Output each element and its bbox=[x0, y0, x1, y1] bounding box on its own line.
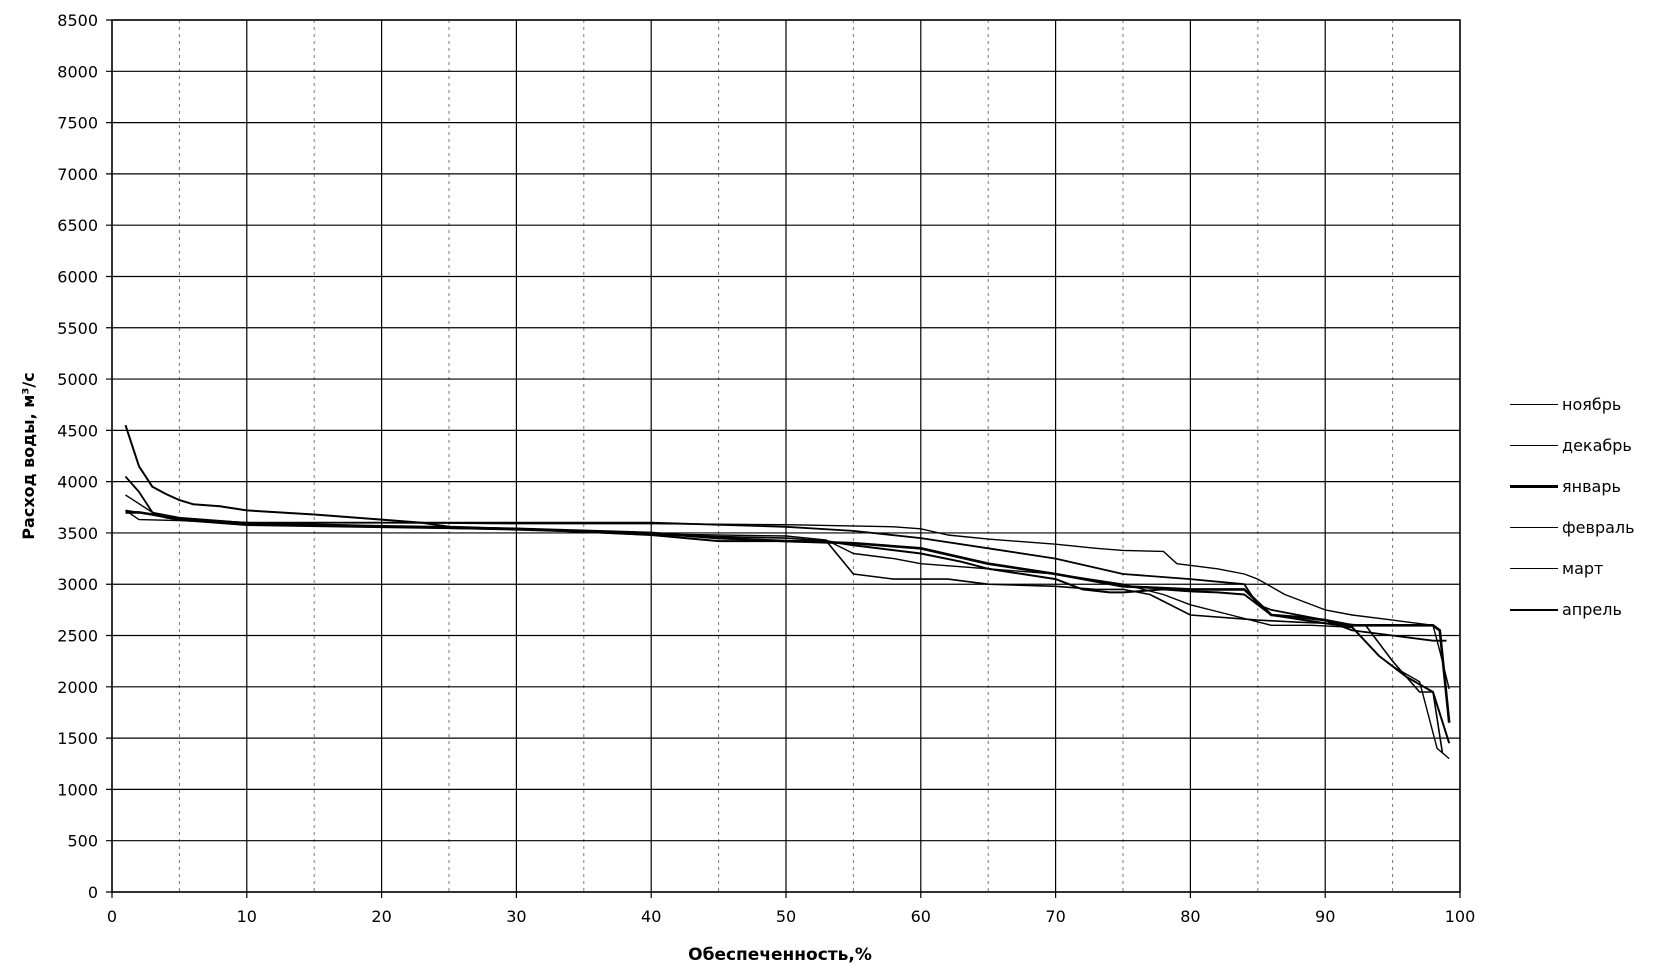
legend-swatch bbox=[1510, 608, 1558, 611]
x-tick-label: 70 bbox=[1045, 907, 1065, 926]
y-tick-label: 6000 bbox=[57, 267, 98, 286]
y-tick-label: 5500 bbox=[57, 319, 98, 338]
y-tick-label: 2000 bbox=[57, 678, 98, 697]
x-axis-title: Обеспеченность,% bbox=[688, 945, 872, 965]
y-tick-label: 7500 bbox=[57, 114, 98, 133]
x-tick-label: 80 bbox=[1180, 907, 1200, 926]
y-tick-label: 1000 bbox=[57, 780, 98, 799]
legend-item: декабрь bbox=[1510, 425, 1650, 466]
y-tick-label: 8000 bbox=[57, 62, 98, 81]
y-tick-label: 3000 bbox=[57, 575, 98, 594]
series-line-6 bbox=[124, 424, 1451, 744]
x-tick-label: 60 bbox=[911, 907, 931, 926]
y-tick-label: 500 bbox=[67, 832, 98, 851]
y-tick-label: 2500 bbox=[57, 627, 98, 646]
y-tick-label: 6500 bbox=[57, 216, 98, 235]
legend-label: ноябрь bbox=[1562, 395, 1622, 414]
legend-swatch bbox=[1510, 567, 1558, 570]
legend-label: декабрь bbox=[1562, 436, 1632, 455]
y-tick-label: 4000 bbox=[57, 473, 98, 492]
legend-item: ноябрь bbox=[1510, 384, 1650, 425]
x-tick-label: 40 bbox=[641, 907, 661, 926]
legend-swatch bbox=[1510, 526, 1558, 529]
legend-label: март bbox=[1562, 559, 1604, 578]
y-tick-label: 8500 bbox=[57, 11, 98, 30]
x-tick-label: 10 bbox=[237, 907, 257, 926]
legend-item: апрель bbox=[1510, 589, 1650, 630]
legend-swatch bbox=[1510, 485, 1558, 488]
y-tick-label: 5000 bbox=[57, 370, 98, 389]
y-tick-label: 0 bbox=[88, 883, 98, 902]
x-tick-label: 20 bbox=[371, 907, 391, 926]
legend-item: январь bbox=[1510, 466, 1650, 507]
legend-swatch bbox=[1510, 444, 1558, 447]
legend-label: февраль bbox=[1562, 518, 1635, 537]
x-tick-label: 0 bbox=[107, 907, 117, 926]
y-tick-label: 7000 bbox=[57, 165, 98, 184]
x-tick-label: 90 bbox=[1315, 907, 1335, 926]
x-tick-label: 30 bbox=[506, 907, 526, 926]
y-tick-label: 1500 bbox=[57, 729, 98, 748]
series-line-4 bbox=[125, 509, 1444, 754]
legend-item: февраль bbox=[1510, 507, 1650, 548]
legend-swatch bbox=[1510, 403, 1558, 406]
legend: ноябрь декабрь январь февраль март апрель bbox=[1510, 384, 1650, 630]
legend-label: январь bbox=[1562, 477, 1621, 496]
legend-label: апрель bbox=[1562, 600, 1622, 619]
y-tick-label: 4500 bbox=[57, 421, 98, 440]
x-tick-label: 100 bbox=[1445, 907, 1476, 926]
x-tick-label: 50 bbox=[776, 907, 796, 926]
y-axis-title: Расход воды, м³/с bbox=[19, 372, 38, 539]
legend-item: март bbox=[1510, 548, 1650, 589]
y-tick-label: 3500 bbox=[57, 524, 98, 543]
